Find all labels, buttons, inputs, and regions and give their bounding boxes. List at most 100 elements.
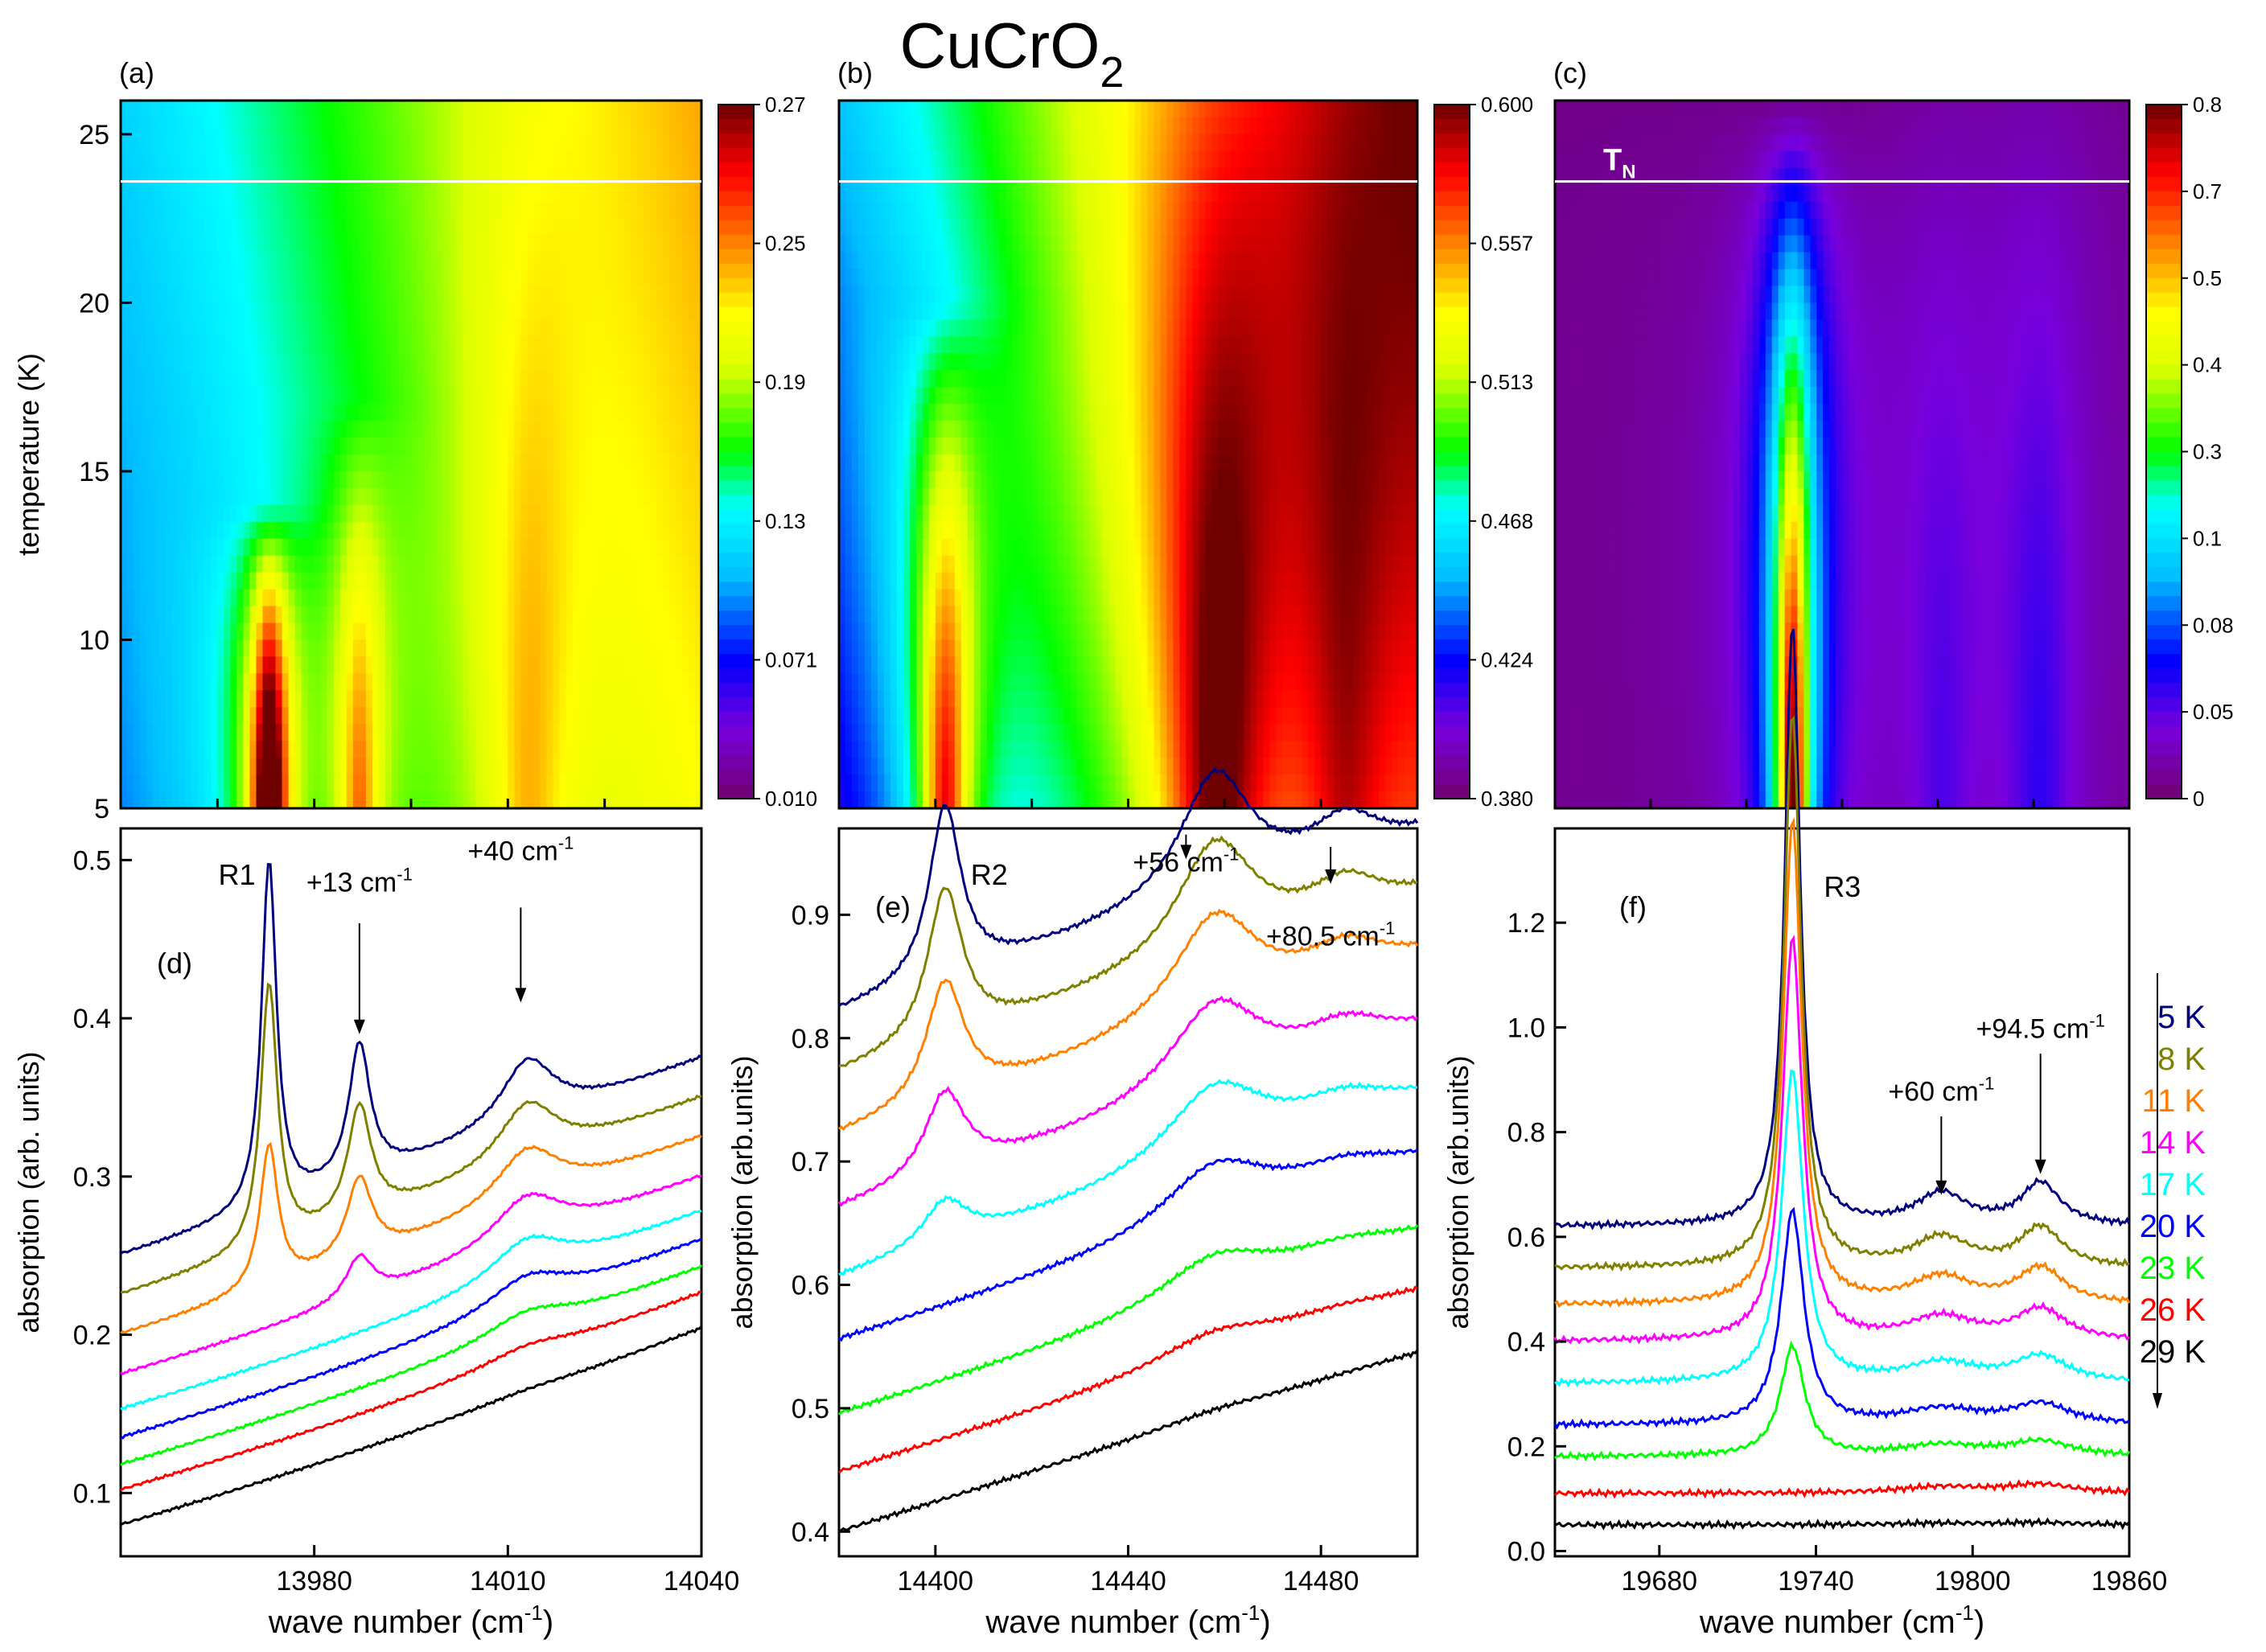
heatmap-cell — [359, 572, 367, 590]
heatmap-cell — [140, 134, 147, 152]
heatmap-cell — [243, 438, 251, 455]
heatmap-cell — [591, 184, 599, 203]
heatmap-cell — [643, 639, 651, 658]
heatmap-cell — [146, 606, 154, 624]
heatmap-cell — [636, 167, 644, 186]
heatmap-cell — [320, 521, 328, 540]
heatmap-cell — [443, 387, 450, 405]
heatmap-cell — [198, 134, 206, 152]
heatmap-cell — [527, 404, 535, 421]
heatmap-cell — [198, 471, 206, 489]
heatmap-cell — [417, 302, 425, 321]
heatmap-cell — [1121, 101, 1129, 118]
heatmap-cell — [352, 707, 360, 725]
heatmap-cell — [501, 572, 509, 590]
heatmap-cell — [1083, 101, 1091, 118]
heatmap-cell — [443, 184, 450, 203]
heatmap-cell — [430, 656, 438, 675]
heatmap-cell — [1359, 201, 1367, 220]
heatmap-cell — [572, 454, 580, 472]
heatmap-cell — [450, 184, 457, 203]
heatmap-cell — [365, 167, 373, 186]
heatmap-cell — [1083, 167, 1091, 186]
heatmap-cell — [928, 302, 936, 321]
heatmap-cell — [488, 555, 496, 573]
heatmap-cell — [1302, 150, 1309, 169]
heatmap-cell — [352, 101, 360, 118]
heatmap-cell — [397, 184, 405, 203]
heatmap-cell — [333, 117, 341, 135]
heatmap-cell — [668, 487, 677, 506]
heatmap-cell — [463, 724, 470, 742]
heatmap-cell — [694, 370, 702, 388]
heatmap-cell — [456, 286, 463, 304]
heatmap-cell — [140, 421, 147, 438]
heatmap-cell — [694, 421, 702, 438]
heatmap-cell — [430, 404, 438, 421]
heatmap-cell — [430, 319, 438, 338]
heatmap-cell — [1308, 269, 1315, 287]
heatmap-cell — [960, 101, 968, 118]
panel-label: (a) — [119, 56, 154, 89]
heatmap-cell — [630, 690, 638, 709]
heatmap-cell — [617, 656, 625, 675]
heatmap-cell — [301, 387, 309, 405]
heatmap-cell — [424, 302, 431, 321]
heatmap-cell — [469, 167, 477, 186]
heatmap-cell — [469, 201, 477, 220]
heatmap-cell — [243, 471, 251, 489]
heatmap-cell — [121, 286, 128, 304]
heatmap-cell — [527, 471, 535, 489]
heatmap-cell — [675, 404, 683, 421]
heatmap-cell — [249, 775, 257, 792]
heatmap-cell — [275, 319, 283, 338]
heatmap-cell — [508, 370, 516, 388]
heatmap-cell — [127, 656, 134, 675]
heatmap-cell — [262, 184, 270, 203]
heatmap-cell — [1179, 184, 1187, 203]
heatmap-cell — [411, 319, 418, 338]
heatmap-cell — [327, 269, 335, 287]
heatmap-cell — [424, 791, 431, 809]
heatmap-cell — [191, 707, 199, 725]
heatmap-cell — [553, 471, 561, 489]
heatmap-cell — [456, 218, 463, 236]
heatmap-cell — [1289, 201, 1297, 220]
heatmap-cell — [146, 623, 154, 641]
heatmap-cell — [643, 269, 651, 287]
colorbar-segment — [718, 437, 754, 453]
y-tick-label: 25 — [79, 120, 109, 150]
heatmap-cell — [327, 572, 335, 590]
heatmap-cell — [877, 269, 885, 287]
heatmap-cell — [275, 286, 283, 304]
heatmap-cell — [159, 521, 167, 540]
heatmap-cell — [598, 791, 606, 809]
heatmap-cell — [514, 454, 522, 472]
heatmap-cell — [391, 775, 399, 792]
heatmap-cell — [327, 117, 335, 135]
heatmap-cell — [463, 235, 470, 253]
heatmap-cell — [127, 623, 134, 641]
heatmap-cell — [1276, 101, 1284, 118]
heatmap-cell — [365, 319, 373, 338]
heatmap-cell — [668, 639, 677, 658]
heatmap-cell — [598, 454, 606, 472]
heatmap-cell — [327, 623, 335, 641]
heatmap-cell — [346, 404, 354, 421]
heatmap-cell — [437, 504, 444, 523]
heatmap-cell — [134, 370, 141, 388]
heatmap-cell — [656, 201, 664, 220]
heatmap-cell — [191, 117, 199, 135]
heatmap-cell — [960, 302, 968, 321]
heatmap-cell — [1006, 286, 1014, 304]
heatmap-cell — [630, 235, 638, 253]
heatmap-cell — [411, 134, 418, 152]
heatmap-cell — [437, 589, 444, 607]
heatmap-cell — [585, 454, 593, 472]
heatmap-cell — [533, 639, 541, 658]
heatmap-cell — [301, 438, 309, 455]
heatmap-cell — [1006, 184, 1014, 203]
heatmap-cell — [359, 404, 367, 421]
heatmap-cell — [980, 235, 988, 253]
heatmap-cell — [585, 269, 593, 287]
